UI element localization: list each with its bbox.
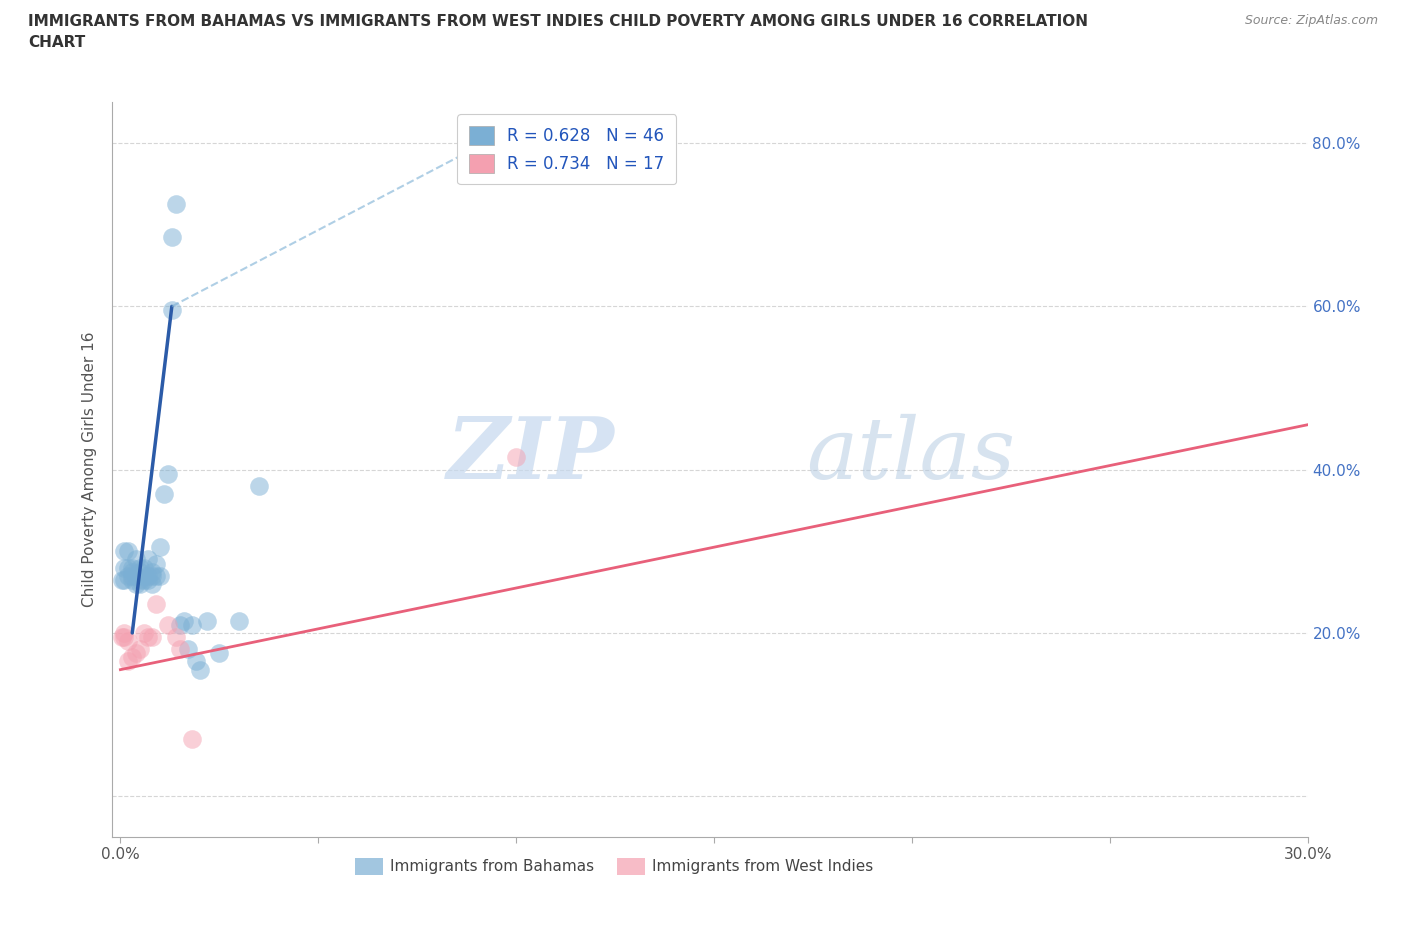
Point <box>112 560 135 575</box>
Legend: Immigrants from Bahamas, Immigrants from West Indies: Immigrants from Bahamas, Immigrants from… <box>349 852 880 881</box>
Point <box>180 618 202 632</box>
Point <box>121 565 143 579</box>
Point <box>111 572 134 588</box>
Point <box>136 572 159 588</box>
Point <box>125 568 148 583</box>
Point <box>136 630 159 644</box>
Point <box>169 642 191 657</box>
Point <box>121 650 143 665</box>
Point <box>117 568 139 583</box>
Point <box>156 618 179 632</box>
Point <box>112 626 135 641</box>
Text: Source: ZipAtlas.com: Source: ZipAtlas.com <box>1244 14 1378 27</box>
Point <box>129 572 152 588</box>
Text: CHART: CHART <box>28 35 86 50</box>
Point <box>117 544 139 559</box>
Point <box>156 466 179 481</box>
Point <box>134 560 156 575</box>
Point <box>145 597 167 612</box>
Point <box>112 630 135 644</box>
Point <box>149 568 172 583</box>
Point <box>121 572 143 588</box>
Point <box>145 556 167 571</box>
Point <box>197 613 219 628</box>
Point <box>129 565 152 579</box>
Point <box>125 645 148 660</box>
Point <box>153 486 176 501</box>
Point <box>165 630 187 644</box>
Point <box>173 613 195 628</box>
Point <box>160 230 183 245</box>
Text: atlas: atlas <box>806 414 1015 497</box>
Point <box>145 568 167 583</box>
Point <box>228 613 250 628</box>
Point <box>129 577 152 591</box>
Point <box>180 732 202 747</box>
Point <box>184 654 207 669</box>
Point <box>125 577 148 591</box>
Text: IMMIGRANTS FROM BAHAMAS VS IMMIGRANTS FROM WEST INDIES CHILD POVERTY AMONG GIRLS: IMMIGRANTS FROM BAHAMAS VS IMMIGRANTS FR… <box>28 14 1088 29</box>
Point <box>141 630 163 644</box>
Point <box>134 572 156 588</box>
Point <box>160 303 183 318</box>
Point <box>188 662 211 677</box>
Point <box>129 560 152 575</box>
Point <box>505 450 527 465</box>
Point <box>141 565 163 579</box>
Point <box>112 572 135 588</box>
Point <box>121 568 143 583</box>
Point <box>136 552 159 567</box>
Point <box>117 633 139 648</box>
Point <box>141 577 163 591</box>
Point <box>121 560 143 575</box>
Point <box>141 568 163 583</box>
Point <box>134 568 156 583</box>
Point <box>165 197 187 212</box>
Y-axis label: Child Poverty Among Girls Under 16: Child Poverty Among Girls Under 16 <box>82 332 97 607</box>
Point <box>117 560 139 575</box>
Text: ZIP: ZIP <box>447 413 614 497</box>
Point <box>125 552 148 567</box>
Point <box>247 479 270 494</box>
Point <box>176 642 198 657</box>
Point <box>136 568 159 583</box>
Point <box>111 630 134 644</box>
Point <box>149 539 172 554</box>
Point <box>169 618 191 632</box>
Point <box>117 654 139 669</box>
Point <box>112 544 135 559</box>
Point <box>208 645 231 660</box>
Point <box>134 626 156 641</box>
Point <box>129 642 152 657</box>
